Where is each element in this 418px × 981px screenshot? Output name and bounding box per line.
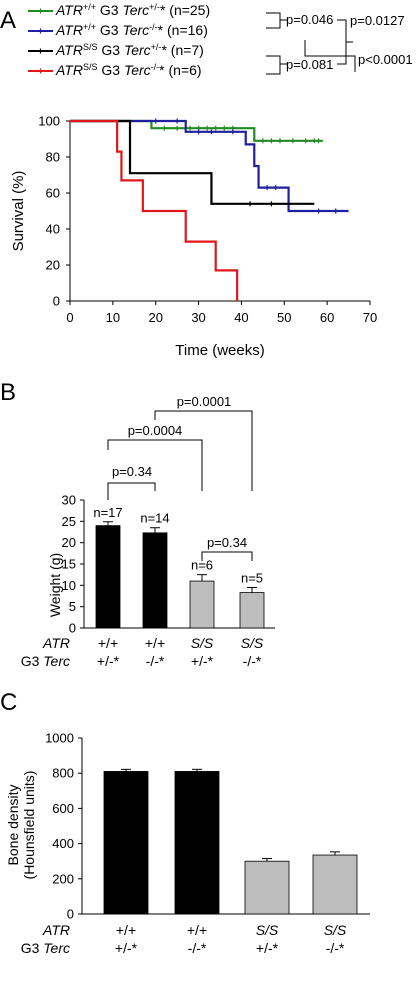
bone-density-genotype-terc: +/-* [115, 940, 138, 956]
weight-genotype-terc: +/-* [97, 653, 120, 669]
weight-genotype-atr: S/S [241, 635, 264, 651]
survival-pvalue-label: p<0.0001 [358, 52, 413, 67]
survival-pvalue-brackets [266, 12, 356, 75]
weight-pvalue-label: p=0.34 [112, 464, 152, 479]
legend-entry: ATRS/S G3 Terc-/-* (n=6) [55, 62, 202, 78]
weight-genotype-labels: ATR G3 Terc +/+ +/-* +/+ -/-* S/S +/-* S/S -/-* [21, 635, 264, 669]
survival-y-tick-label: 100 [38, 114, 60, 129]
weight-y-tick-label: 5 [69, 599, 76, 614]
survival-x-tick-label: 50 [277, 310, 291, 325]
bone-density-y-axis-title-line1: Bone density [5, 785, 21, 866]
weight-bar [142, 532, 168, 629]
survival-y-tick-label: 0 [53, 294, 60, 309]
bone-density-y-tick-label: 0 [67, 907, 74, 922]
bone-density-genotype-atr: +/+ [116, 922, 136, 938]
survival-curve-series-3 [70, 119, 315, 205]
bone-density-plot: 0 200 400 600 800 1000 [45, 731, 370, 922]
weight-y-tick-label: 15 [62, 557, 76, 572]
bone-density-bar [103, 771, 149, 915]
bone-density-y-tick-label: 1000 [45, 731, 74, 746]
weight-n-label: n=17 [93, 505, 122, 520]
legend-entry: ATRS/S G3 Terc+/-* (n=7) [55, 42, 204, 58]
weight-bar [189, 580, 215, 629]
bone-density-genotype-labels: ATR G3 Terc +/+ +/-* +/+ -/-* S/S +/-* S/S -/-* [21, 922, 347, 956]
bone-density-y-tick-label: 600 [52, 801, 74, 816]
weight-genotype-row-atr: ATR [42, 635, 70, 651]
survival-plot: 0 10 20 30 40 50 60 70 0 20 40 60 80 100 [38, 114, 377, 326]
legend-entry: ATR+/+ G3 Terc-/-* (n=16) [55, 22, 208, 38]
weight-n-label: n=6 [191, 558, 213, 573]
weight-genotype-atr: S/S [191, 635, 214, 651]
weight-y-tick-label: 25 [62, 514, 76, 529]
bone-density-bar [174, 771, 220, 915]
survival-y-tick-label: 20 [46, 258, 60, 273]
weight-y-tick-label: 0 [69, 621, 76, 636]
bone-density-genotype-row-terc: G3 Terc [21, 940, 70, 956]
survival-x-tick-label: 40 [234, 310, 248, 325]
survival-x-tick-label: 70 [363, 310, 377, 325]
survival-curve-series-2 [70, 119, 349, 213]
panel-label-b: B [0, 379, 16, 406]
weight-pvalue-label: p=0.0001 [177, 394, 232, 409]
weight-n-label: n=14 [140, 511, 169, 526]
panel-label-a: A [0, 7, 16, 34]
weight-genotype-row-terc: G3 Terc [21, 653, 70, 669]
survival-y-tick-label: 80 [46, 150, 60, 165]
survival-x-tick-label: 20 [148, 310, 162, 325]
bone-density-genotype-row-atr: ATR [42, 922, 70, 938]
weight-genotype-terc: -/-* [146, 653, 165, 669]
survival-y-axis-title: Survival (%) [10, 171, 27, 252]
bone-density-genotype-atr: S/S [324, 922, 347, 938]
survival-y-tick-label: 60 [46, 186, 60, 201]
survival-curve-series-4 [70, 119, 239, 301]
survival-legend: ATR+/+ G3 Terc+/-* (n=25) ATR+/+ G3 Terc-… [28, 2, 210, 78]
bone-density-bar [312, 854, 358, 915]
weight-genotype-terc: -/-* [243, 653, 262, 669]
weight-y-tick-label: 10 [62, 578, 76, 593]
bone-density-genotype-atr: +/+ [187, 922, 207, 938]
weight-pvalue-brackets [107, 410, 253, 561]
weight-pvalue-label: p=0.0004 [128, 423, 183, 438]
weight-genotype-atr: +/+ [145, 635, 165, 651]
bone-density-y-tick-label: 800 [52, 766, 74, 781]
survival-x-tick-label: 10 [106, 310, 120, 325]
weight-y-tick-label: 20 [62, 535, 76, 550]
survival-x-tick-label: 30 [191, 310, 205, 325]
weight-plot: 0 5 10 15 20 25 30 n=17 n=14 n=6 n=5 [62, 493, 275, 636]
bone-density-genotype-terc: +/-* [256, 940, 279, 956]
bone-density-bar [244, 860, 290, 915]
weight-bar [95, 525, 121, 629]
legend-entry: ATR+/+ G3 Terc+/-* (n=25) [55, 2, 210, 18]
bone-density-genotype-terc: -/-* [188, 940, 207, 956]
survival-x-tick-label: 60 [320, 310, 334, 325]
panel-label-c: C [0, 689, 17, 716]
survival-pvalue-label: p=0.046 [286, 12, 333, 27]
survival-y-tick-label: 40 [46, 222, 60, 237]
weight-genotype-atr: +/+ [98, 635, 118, 651]
survival-pvalue-label: p=0.0127 [350, 13, 405, 28]
survival-pvalue-label: p=0.081 [286, 57, 333, 72]
weight-y-axis-title: Weight (g) [47, 553, 63, 617]
bone-density-y-axis-title-line2: (Hounsfield units) [21, 771, 37, 880]
survival-x-axis-title: Time (weeks) [175, 342, 264, 359]
weight-bar [239, 592, 265, 629]
bone-density-y-tick-label: 400 [52, 836, 74, 851]
weight-pvalue-label: p=0.34 [207, 535, 247, 550]
bone-density-genotype-terc: -/-* [326, 940, 345, 956]
weight-genotype-terc: +/-* [191, 653, 214, 669]
bone-density-y-tick-label: 200 [52, 871, 74, 886]
weight-y-tick-label: 30 [62, 493, 76, 508]
bone-density-genotype-atr: S/S [256, 922, 279, 938]
weight-n-label: n=5 [241, 570, 263, 585]
survival-x-tick-label: 0 [66, 310, 73, 325]
